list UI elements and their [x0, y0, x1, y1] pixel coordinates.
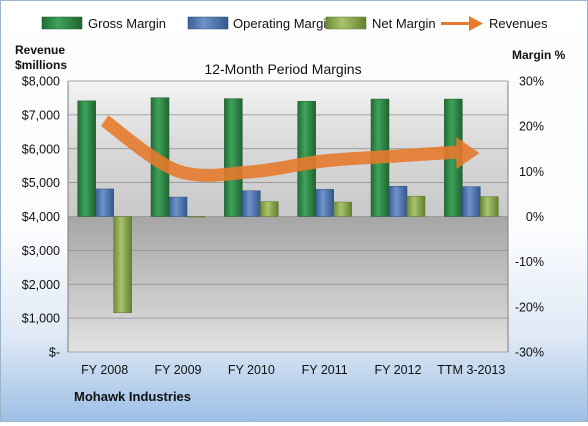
left-tick-label: $3,000: [22, 244, 60, 258]
gross-margin-bar: [224, 98, 243, 217]
x-tick-label: FY 2008: [81, 363, 128, 377]
right-axis: -30% -20% -10% 0% 10% 20% 30%: [507, 75, 544, 360]
legend-swatch-net-margin: [325, 16, 367, 30]
revenues-line: [100, 115, 458, 182]
net-margin-bar: [333, 201, 352, 217]
legend-label-revenues: Revenues: [489, 16, 548, 31]
left-tick-label: $1,000: [22, 312, 60, 326]
net-margin-bar: [406, 195, 426, 217]
left-axis-title-line1: Revenue: [15, 43, 65, 57]
legend-swatch-operating-margin: [187, 16, 229, 30]
legend-label-operating-margin: Operating Margin: [233, 16, 333, 31]
right-tick-label: -20%: [515, 300, 544, 314]
operating-margin-bar: [242, 190, 261, 217]
net-margin-bar: [480, 196, 499, 217]
legend-label-net-margin: Net Margin: [372, 16, 436, 31]
right-tick-label: -30%: [515, 346, 544, 360]
x-tick-label: FY 2009: [154, 363, 201, 377]
revenues-arrowhead: [456, 137, 480, 170]
gross-margin-bar: [77, 100, 96, 217]
left-tick-label: $8,000: [22, 75, 60, 89]
right-tick-label: 10%: [519, 165, 544, 179]
operating-margin-bar: [315, 189, 334, 217]
company-name: Mohawk Industries: [74, 389, 191, 404]
left-tick-label: $2,000: [22, 278, 60, 292]
left-tick-label: $5,000: [22, 176, 60, 190]
x-tick-label: FY 2010: [228, 363, 275, 377]
operating-margin-bar: [462, 186, 481, 217]
left-tick-label: $4,000: [22, 210, 60, 224]
legend: Gross Margin Operating Margin Net Margin…: [41, 16, 548, 31]
operating-margin-bar: [388, 185, 408, 217]
x-tick-label: TTM 3-2013: [437, 363, 505, 377]
left-tick-label: $-: [49, 346, 60, 360]
legend-swatch-revenues: [441, 16, 483, 31]
right-axis-title: Margin %: [512, 48, 566, 62]
net-margin-bar: [186, 216, 206, 218]
operating-margin-bar: [168, 196, 188, 217]
chart-title: 12-Month Period Margins: [204, 61, 361, 77]
right-tick-label: -10%: [515, 255, 544, 269]
operating-margin-bar: [95, 188, 114, 217]
left-axis-title-line2: $millions: [15, 58, 67, 72]
revenue-series: [100, 115, 480, 182]
x-axis: FY 2008 FY 2009 FY 2010 FY 2011 FY 2012 TTM 3…: [81, 363, 505, 377]
net-margin-bar: [113, 216, 132, 313]
right-tick-label: 0%: [526, 210, 544, 224]
net-margin-bar: [260, 201, 279, 217]
legend-label-gross-margin: Gross Margin: [88, 16, 166, 31]
x-tick-label: FY 2012: [374, 363, 421, 377]
x-tick-label: FY 2011: [302, 363, 348, 377]
right-tick-label: 30%: [519, 75, 544, 89]
left-tick-label: $7,000: [22, 108, 60, 122]
left-tick-label: $6,000: [22, 142, 60, 156]
legend-swatch-gross-margin: [41, 16, 83, 30]
right-tick-label: 20%: [519, 120, 544, 134]
left-axis: $- $1,000 $2,000 $3,000 $4,000 $5,000 $6,000 $7…: [22, 75, 69, 360]
